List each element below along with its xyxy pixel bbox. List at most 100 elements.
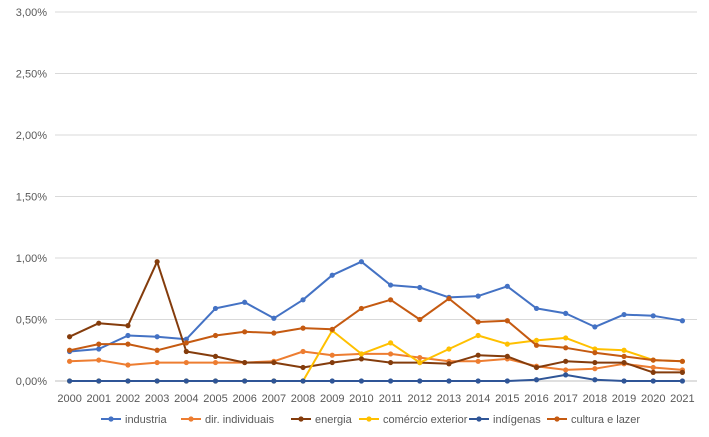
data-point <box>125 378 131 384</box>
data-point <box>183 348 189 355</box>
legend-label: indígenas <box>493 414 541 426</box>
data-point <box>242 378 248 384</box>
x-tick-label: 2021 <box>670 393 694 405</box>
legend: industria dir. individuais energia comércio… <box>101 414 640 426</box>
x-tick-label: 2009 <box>320 393 344 405</box>
data-point <box>96 357 102 363</box>
data-point <box>679 358 686 364</box>
legend-label: dir. individuais <box>205 414 275 426</box>
data-point <box>212 359 219 366</box>
data-point <box>387 297 394 303</box>
data-point <box>475 378 481 384</box>
data-point <box>621 378 627 384</box>
legend-item: comércio exterior <box>359 414 468 426</box>
data-point <box>504 283 510 289</box>
series-line <box>69 260 683 374</box>
series-2 <box>66 259 686 375</box>
data-point <box>504 378 510 384</box>
data-point <box>212 353 219 359</box>
series-0 <box>66 259 686 355</box>
x-tick-label: 2005 <box>203 393 227 405</box>
data-point <box>621 311 627 318</box>
data-point <box>300 364 306 371</box>
data-point <box>446 361 452 367</box>
data-point <box>504 318 510 324</box>
data-point <box>387 340 394 346</box>
data-point <box>300 325 306 331</box>
x-tick-label: 2013 <box>437 393 461 405</box>
legend-swatch-marker <box>188 416 194 422</box>
data-point <box>183 340 189 346</box>
y-tick-label: 0,50% <box>16 315 47 327</box>
data-point <box>154 378 160 384</box>
y-tick-label: 2,00% <box>16 130 47 142</box>
data-point <box>650 364 656 371</box>
data-point <box>475 352 481 358</box>
data-point <box>679 318 686 324</box>
data-point <box>592 350 598 356</box>
data-point <box>533 377 540 383</box>
data-point <box>387 359 394 366</box>
data-point <box>329 359 335 366</box>
data-point <box>358 351 365 357</box>
data-point <box>329 272 335 278</box>
data-point <box>679 378 686 384</box>
series-line <box>69 329 683 382</box>
data-point <box>183 336 189 342</box>
legend-item: dir. individuais <box>181 414 275 426</box>
data-point <box>533 337 540 344</box>
data-point <box>563 310 569 316</box>
data-point <box>475 293 481 299</box>
data-point <box>358 259 365 265</box>
data-point <box>66 334 73 340</box>
data-point <box>125 341 131 347</box>
legend-label: energia <box>315 414 353 426</box>
data-point <box>125 362 131 368</box>
data-point <box>387 282 394 288</box>
data-point <box>417 355 423 361</box>
y-tick-label: 0,00% <box>16 376 47 388</box>
x-tick-label: 2000 <box>57 393 81 405</box>
data-point <box>242 299 248 305</box>
data-point <box>96 341 102 347</box>
series-5 <box>66 295 686 364</box>
legend-swatch-marker <box>298 416 304 422</box>
data-point <box>154 259 160 265</box>
x-tick-label: 2010 <box>349 393 373 405</box>
data-point <box>183 359 189 366</box>
data-point <box>329 378 335 384</box>
data-point <box>271 315 277 321</box>
data-point <box>96 378 102 384</box>
data-point <box>271 330 277 336</box>
data-point <box>154 347 160 353</box>
data-point <box>446 378 452 384</box>
data-point <box>504 341 510 347</box>
legend-item: indígenas <box>469 414 541 426</box>
data-point <box>475 358 481 364</box>
data-point <box>650 313 656 319</box>
data-point <box>563 345 569 351</box>
data-point <box>242 329 248 335</box>
x-tick-label: 2015 <box>495 393 519 405</box>
x-tick-label: 2019 <box>612 393 636 405</box>
legend-label: cultura e lazer <box>571 414 640 426</box>
data-point <box>212 305 219 312</box>
data-point <box>183 378 189 384</box>
series-line <box>69 373 683 382</box>
x-tick-label: 2006 <box>232 393 256 405</box>
data-point <box>66 358 73 364</box>
data-point <box>475 319 481 325</box>
legend-item: cultura e lazer <box>547 414 640 426</box>
x-tick-label: 2014 <box>466 393 490 405</box>
y-axis-ticks: 0,00% 0,50% 1,00% 1,50% 2,00% 2,50% 3,00% <box>16 7 47 388</box>
data-point <box>417 316 423 323</box>
x-tick-label: 2018 <box>583 393 607 405</box>
data-point <box>621 347 627 353</box>
grid-lines <box>55 11 697 382</box>
x-tick-label: 2011 <box>379 393 403 405</box>
data-point <box>417 378 423 384</box>
data-point <box>125 323 131 329</box>
x-tick-label: 2001 <box>87 393 111 405</box>
data-point <box>504 353 510 359</box>
